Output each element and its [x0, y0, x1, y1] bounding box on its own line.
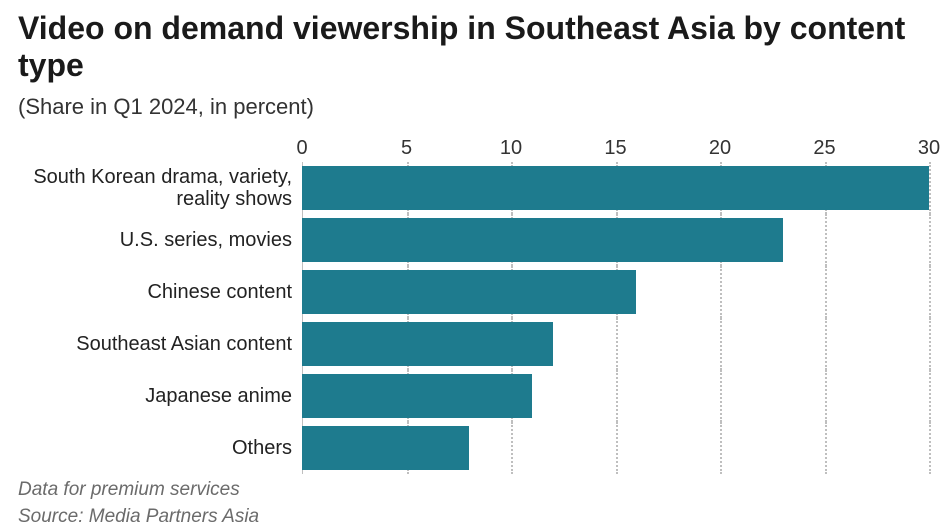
x-tick-label: 5	[401, 137, 412, 160]
bar-label: Chinese content	[18, 281, 302, 303]
bar	[302, 270, 636, 314]
bar-row: Southeast Asian content	[18, 318, 929, 370]
bar-plot	[302, 162, 929, 214]
bar-label: South Korean drama, variety, reality sho…	[18, 166, 302, 210]
gridline	[825, 214, 827, 266]
x-axis: 051015202530	[18, 132, 929, 162]
bar-plot	[302, 370, 929, 422]
bar	[302, 374, 532, 418]
footnote-data: Data for premium services	[18, 478, 929, 502]
gridline	[825, 266, 827, 318]
bar	[302, 426, 469, 470]
bar-label: U.S. series, movies	[18, 229, 302, 251]
bar	[302, 166, 929, 210]
bar-row: U.S. series, movies	[18, 214, 929, 266]
gridline	[720, 318, 722, 370]
chart: 051015202530 South Korean drama, variety…	[18, 132, 929, 474]
bars-area: South Korean drama, variety, reality sho…	[18, 162, 929, 474]
x-tick-label: 20	[709, 137, 731, 160]
gridline	[720, 370, 722, 422]
gridline	[616, 370, 618, 422]
gridline	[825, 370, 827, 422]
bar-plot	[302, 318, 929, 370]
bar-label: Japanese anime	[18, 385, 302, 407]
x-tick-label: 25	[813, 137, 835, 160]
gridline	[720, 422, 722, 474]
gridline	[929, 422, 931, 474]
bar-plot	[302, 422, 929, 474]
bar-row: Others	[18, 422, 929, 474]
gridline	[825, 422, 827, 474]
bar-row: South Korean drama, variety, reality sho…	[18, 162, 929, 214]
chart-content: Video on demand viewership in Southeast …	[0, 0, 947, 531]
bar-row: Chinese content	[18, 266, 929, 318]
x-tick-label: 30	[918, 137, 940, 160]
bar	[302, 218, 783, 262]
gridline	[616, 318, 618, 370]
x-tick-label: 10	[500, 137, 522, 160]
gridline	[929, 318, 931, 370]
gridline	[929, 162, 931, 214]
chart-subtitle: (Share in Q1 2024, in percent)	[18, 94, 929, 120]
gridline	[929, 370, 931, 422]
gridline	[825, 318, 827, 370]
gridline	[616, 422, 618, 474]
gridline	[929, 214, 931, 266]
chart-title: Video on demand viewership in Southeast …	[18, 10, 929, 84]
x-tick-label: 0	[296, 137, 307, 160]
gridline	[511, 422, 513, 474]
bar-label: Southeast Asian content	[18, 333, 302, 355]
bar-plot	[302, 214, 929, 266]
gridline	[720, 266, 722, 318]
bar	[302, 322, 553, 366]
bar-plot	[302, 266, 929, 318]
x-axis-ticks: 051015202530	[302, 132, 929, 162]
bar-row: Japanese anime	[18, 370, 929, 422]
gridline	[929, 266, 931, 318]
x-tick-label: 15	[604, 137, 626, 160]
bar-label: Others	[18, 437, 302, 459]
viewport: Video on demand viewership in Southeast …	[0, 0, 947, 531]
footnote-source: Source: Media Partners Asia	[18, 505, 929, 529]
